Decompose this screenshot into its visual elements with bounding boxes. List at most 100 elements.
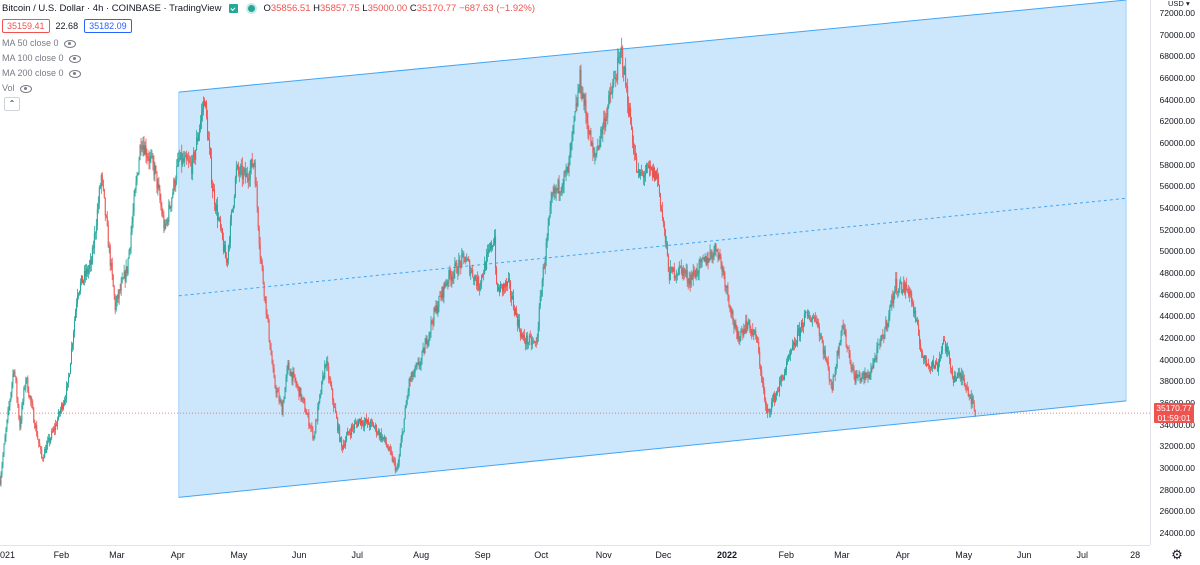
candle-body <box>351 426 353 436</box>
candle-body <box>321 380 323 394</box>
candle-body <box>129 247 131 251</box>
candle-body <box>840 331 842 342</box>
candle-body <box>560 191 562 193</box>
price-chart[interactable] <box>0 0 1150 545</box>
candle-body <box>384 436 386 443</box>
currency-selector[interactable]: USD ▾ <box>1168 0 1190 8</box>
candle-body <box>13 371 15 374</box>
candle-body <box>113 286 115 296</box>
candle-body <box>683 268 685 274</box>
indicator-ma100[interactable]: MA 100 close 0 <box>2 53 81 64</box>
candle-body <box>90 259 92 265</box>
candle-body <box>787 360 789 362</box>
indicator-ma200[interactable]: MA 200 close 0 <box>2 68 81 79</box>
candle-body <box>597 145 599 151</box>
price-axis[interactable]: 72000.00 70000.00 68000.00 66000.00 64000.00… <box>1150 0 1200 545</box>
candle-body <box>836 351 838 367</box>
candle-body <box>412 371 414 377</box>
buy-price-button[interactable]: 35182.09 <box>84 19 132 33</box>
candle-body <box>248 179 250 181</box>
candle-body <box>600 129 602 140</box>
regression-channel[interactable] <box>178 0 1127 498</box>
candle-body <box>776 391 778 396</box>
candle-body <box>774 394 776 402</box>
candle-body <box>558 180 560 194</box>
candle-body <box>234 177 236 197</box>
candle-body <box>519 329 521 337</box>
candle-body <box>171 197 173 207</box>
candle-body <box>638 169 640 172</box>
candle-body <box>14 371 16 377</box>
candle-body <box>739 337 741 342</box>
gear-icon[interactable]: ⚙ <box>1171 547 1183 562</box>
candle-body <box>224 244 226 259</box>
candle-body <box>957 372 959 374</box>
candle-body <box>253 162 255 164</box>
candle-body <box>466 258 468 262</box>
candle-body <box>729 304 731 311</box>
high-value: 35857.75 <box>320 3 360 14</box>
candle-body <box>344 444 346 446</box>
eye-icon[interactable] <box>68 69 81 78</box>
candle-body <box>826 360 828 362</box>
sell-price-button[interactable]: 35159.41 <box>2 19 50 33</box>
candle-body <box>266 313 268 316</box>
candle-body <box>532 341 534 343</box>
candle-body <box>139 145 141 160</box>
candle-body <box>868 374 870 379</box>
candle-body <box>49 437 51 443</box>
indicator-ma50[interactable]: MA 50 close 0 <box>2 38 76 49</box>
eye-icon[interactable] <box>63 39 76 48</box>
channel-lower-line[interactable] <box>178 400 1127 498</box>
candle-body <box>483 274 485 276</box>
candle-body <box>154 165 156 175</box>
candle-body <box>906 284 908 290</box>
candle-body <box>742 330 744 336</box>
candle-body <box>491 242 493 249</box>
candle-body <box>449 270 451 276</box>
candle-body <box>946 346 948 353</box>
channel-fill[interactable] <box>178 0 1127 498</box>
candle-body <box>848 349 850 354</box>
channel-upper-line[interactable] <box>178 0 1127 93</box>
time-axis[interactable]: 021 Feb Mar Apr May Jun Jul Aug Sep Oct Nov Dec 2022… <box>0 545 1150 565</box>
eye-icon[interactable] <box>19 84 32 93</box>
indicator-volume[interactable]: Vol <box>2 83 32 94</box>
candle-body <box>862 372 864 374</box>
candle-body <box>78 291 80 294</box>
candle-body <box>397 463 399 469</box>
candle-body <box>25 379 27 389</box>
candle-body <box>190 161 192 163</box>
candle-body <box>395 467 397 471</box>
candle-body <box>849 353 851 364</box>
candle-body <box>758 342 760 353</box>
eye-icon[interactable] <box>68 54 81 63</box>
collapse-legend-button[interactable]: ⌃ <box>4 97 20 111</box>
candle-body <box>629 107 631 116</box>
candle-body <box>204 100 206 107</box>
candle-body <box>249 167 251 180</box>
candle-body <box>149 156 151 162</box>
candle-body <box>360 420 362 425</box>
candle-body <box>147 157 149 159</box>
candle-body <box>30 395 32 402</box>
symbol-title[interactable]: Bitcoin / U.S. Dollar · 4h · COINBASE · … <box>2 3 222 14</box>
candle-body <box>122 278 124 279</box>
candle-body <box>89 259 91 265</box>
candle-body <box>210 147 212 157</box>
candle-body <box>455 262 457 264</box>
candle-body <box>230 211 232 221</box>
candle-body <box>912 302 914 304</box>
candle-body <box>349 432 351 434</box>
flag-icon[interactable] <box>229 4 239 13</box>
candle-body <box>873 358 875 364</box>
candle-body <box>295 380 297 385</box>
candle-body <box>853 369 855 376</box>
candle-body <box>636 156 638 172</box>
candle-body <box>130 232 132 248</box>
candle-body <box>509 282 511 296</box>
candle-body <box>79 282 81 292</box>
candle-body <box>943 339 945 342</box>
price-tick-label: 28000.00 <box>1159 484 1195 495</box>
channel-middle-line[interactable] <box>178 197 1127 297</box>
